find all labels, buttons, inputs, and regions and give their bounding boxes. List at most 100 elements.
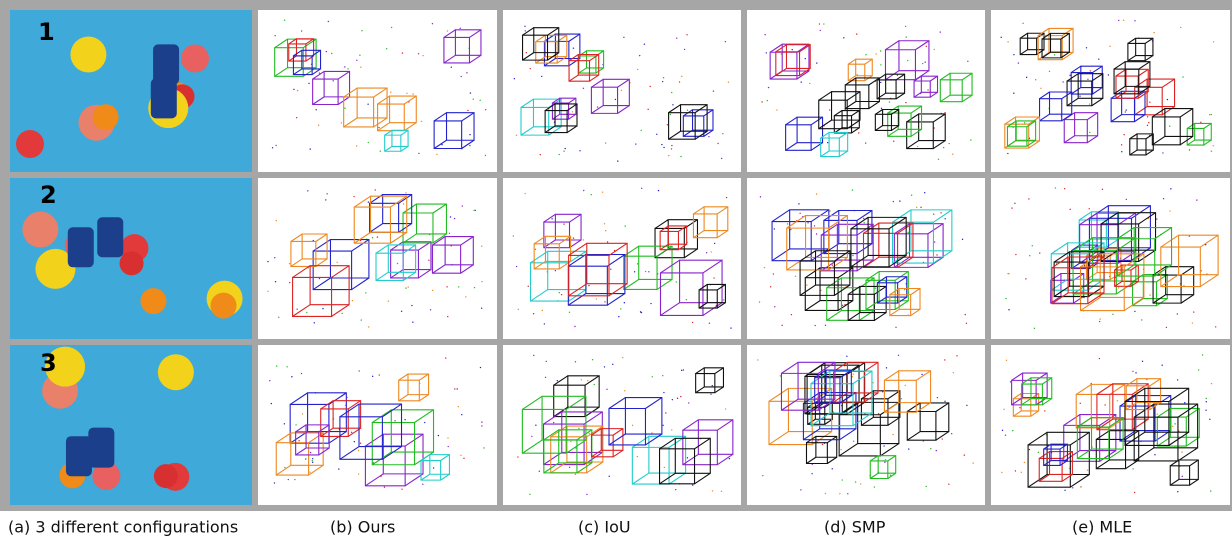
point <box>681 76 682 77</box>
point <box>624 390 625 391</box>
point <box>800 489 801 490</box>
point <box>1161 364 1162 365</box>
point <box>418 53 419 54</box>
point <box>926 486 927 487</box>
point <box>721 491 722 492</box>
point <box>1079 96 1080 97</box>
point <box>917 146 918 147</box>
point <box>358 450 359 451</box>
point <box>1147 116 1148 117</box>
point <box>461 414 462 415</box>
panel-background <box>503 10 741 172</box>
point <box>1064 188 1065 189</box>
point <box>428 260 429 261</box>
point <box>591 194 592 195</box>
point <box>341 122 342 123</box>
point <box>447 30 448 31</box>
point <box>801 81 802 82</box>
point <box>1209 114 1210 115</box>
point <box>663 392 664 393</box>
point <box>920 207 921 208</box>
point <box>1121 144 1122 145</box>
point <box>843 37 844 38</box>
point <box>1193 311 1194 312</box>
can <box>88 428 114 468</box>
point <box>436 154 437 155</box>
reconstruction-panel <box>991 345 1230 505</box>
point <box>610 269 611 270</box>
point <box>921 374 922 375</box>
point <box>540 154 541 155</box>
point <box>641 130 642 131</box>
point <box>762 475 763 476</box>
point <box>412 321 413 322</box>
point <box>1013 93 1014 94</box>
point <box>1005 298 1006 299</box>
point <box>533 313 534 314</box>
point <box>944 401 945 402</box>
point <box>952 154 953 155</box>
point <box>359 55 360 56</box>
point <box>312 458 313 459</box>
point <box>559 292 560 293</box>
point <box>391 27 392 28</box>
point <box>609 476 610 477</box>
point <box>1118 20 1119 21</box>
point <box>873 382 874 383</box>
fruit <box>70 37 106 73</box>
point <box>953 372 954 373</box>
point <box>671 92 672 93</box>
point <box>829 210 830 211</box>
point <box>302 413 303 414</box>
point <box>297 90 298 91</box>
point <box>401 488 402 489</box>
point <box>421 121 422 122</box>
point <box>757 359 758 360</box>
point <box>422 484 423 485</box>
point <box>814 325 815 326</box>
point <box>1038 452 1039 453</box>
point <box>1089 132 1090 133</box>
point <box>970 139 971 140</box>
point <box>806 284 807 285</box>
point <box>710 393 711 394</box>
point <box>432 290 433 291</box>
reconstruction-panel <box>991 10 1230 172</box>
point <box>825 325 826 326</box>
point <box>358 473 359 474</box>
point <box>661 144 662 145</box>
point <box>326 51 327 52</box>
point <box>637 456 638 457</box>
point <box>271 403 272 404</box>
point <box>284 467 285 468</box>
point <box>1162 152 1163 153</box>
point <box>473 98 474 99</box>
point <box>463 458 464 459</box>
point <box>721 158 722 159</box>
point <box>1123 20 1124 21</box>
panel-background <box>503 345 741 505</box>
point <box>865 54 866 55</box>
point <box>858 132 859 133</box>
point <box>539 471 540 472</box>
point <box>899 200 900 201</box>
point <box>663 77 664 78</box>
point <box>606 389 607 390</box>
point <box>411 305 412 306</box>
point <box>1001 472 1002 473</box>
point <box>863 222 864 223</box>
point <box>461 76 462 77</box>
point <box>388 300 389 301</box>
point <box>276 365 277 366</box>
point <box>475 210 476 211</box>
point <box>686 34 687 35</box>
point <box>1112 314 1113 315</box>
point <box>1206 401 1207 402</box>
point <box>559 154 560 155</box>
point <box>454 388 455 389</box>
point <box>966 323 967 324</box>
point <box>1134 20 1135 21</box>
point <box>934 241 935 242</box>
point <box>880 64 881 65</box>
point <box>816 193 817 194</box>
